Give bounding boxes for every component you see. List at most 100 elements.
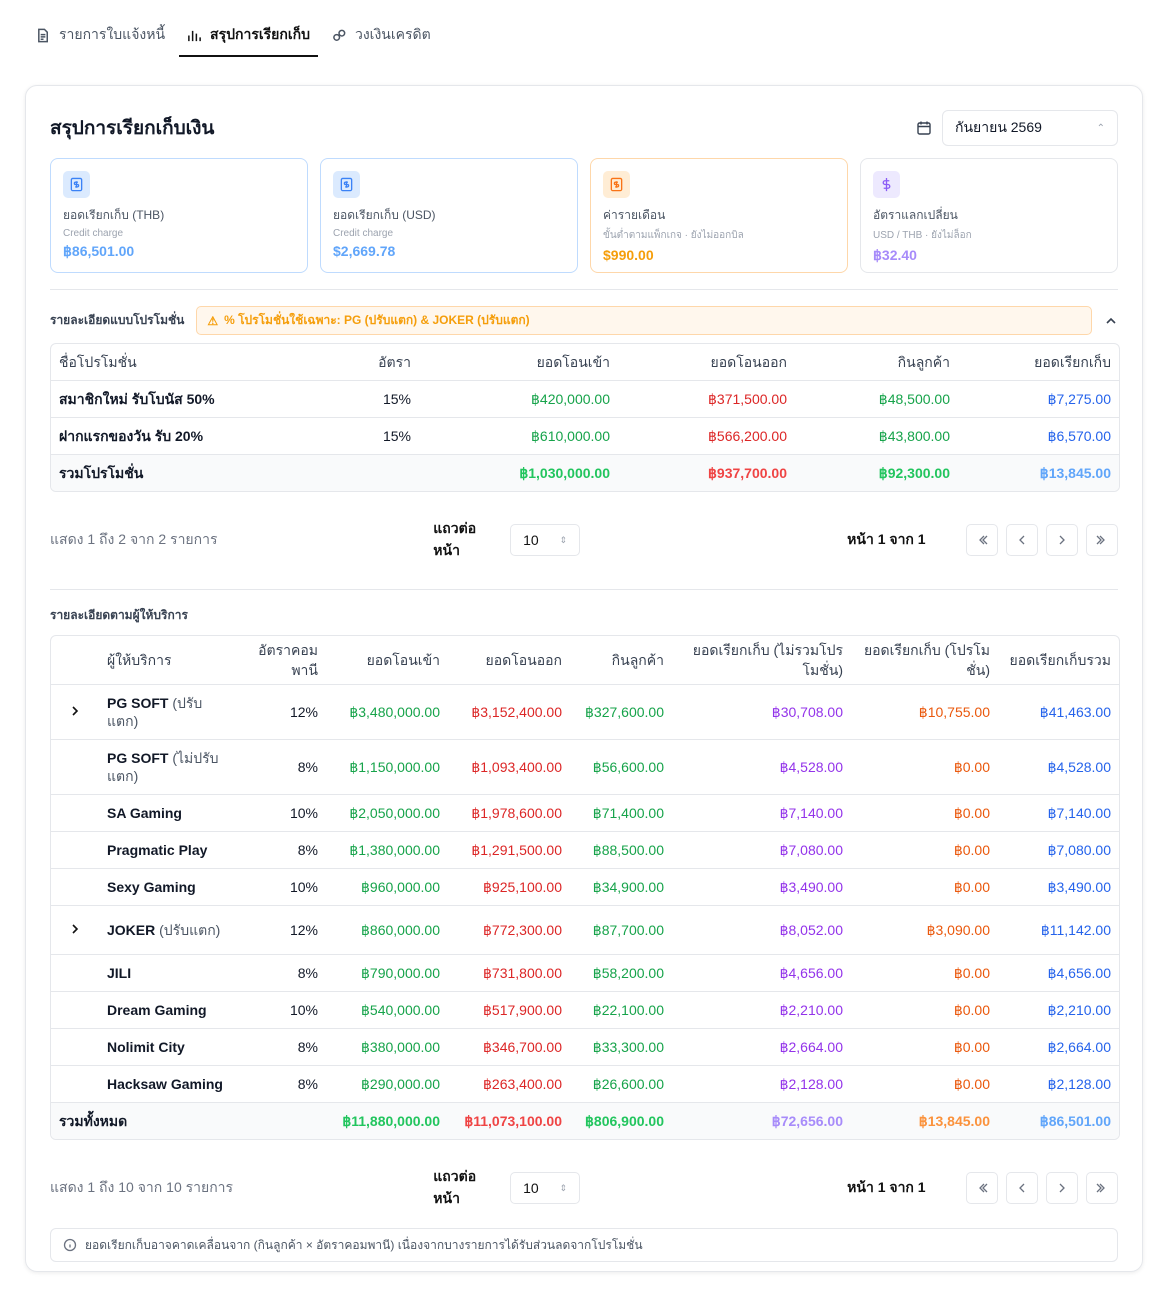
cell: ฿371,500.00 bbox=[618, 381, 795, 418]
cell: ฿6,570.00 bbox=[958, 418, 1119, 455]
name-cell: JILI bbox=[99, 955, 239, 992]
cell: ฿43,800.00 bbox=[795, 418, 958, 455]
rows-per-page-select[interactable]: 10 ⇕ bbox=[510, 524, 581, 556]
rows-per-page-value: 10 bbox=[523, 532, 539, 548]
calendar-icon bbox=[917, 121, 931, 135]
stat-card: ยอดเรียกเก็บ (USD) Credit charge $2,669.78 bbox=[320, 158, 578, 273]
expand-header bbox=[51, 636, 99, 685]
name-cell: Hacksaw Gaming bbox=[99, 1066, 239, 1103]
cell: ฿1,150,000.00 bbox=[326, 740, 448, 795]
cell: ฿327,600.00 bbox=[570, 685, 672, 740]
pagination: แสดง 1 ถึง 2 จาก 2 รายการ แถวต่อหน้า 10 ⇕ หน… bbox=[50, 520, 1118, 558]
expand-cell bbox=[51, 832, 99, 869]
card-header: สรุปการเรียกเก็บเงิน กันยายน 2569 ⌃ bbox=[50, 108, 1118, 148]
table-row: สมาชิกใหม่ รับโบนัส 50% 15% ฿420,000.00 ฿37… bbox=[51, 381, 1119, 418]
column-header: ผู้ให้บริการ bbox=[99, 636, 239, 685]
name-cell: Sexy Gaming bbox=[99, 869, 239, 906]
stat-value: $2,669.78 bbox=[333, 243, 396, 259]
cell: 12% bbox=[239, 906, 326, 955]
cell: ฿4,528.00 bbox=[998, 740, 1119, 795]
expand-button[interactable] bbox=[59, 704, 81, 720]
column-header: อัตราคอมพานี bbox=[239, 636, 326, 685]
page-button[interactable] bbox=[1046, 524, 1078, 556]
cell: ฿263,400.00 bbox=[448, 1066, 570, 1103]
cell: ฿380,000.00 bbox=[326, 1029, 448, 1066]
cell: 8% bbox=[239, 955, 326, 992]
page-button[interactable] bbox=[1006, 1172, 1038, 1204]
month-select[interactable]: กันยายน 2569 ⌃ bbox=[942, 110, 1118, 146]
expand-button[interactable] bbox=[59, 922, 81, 938]
cell: ฿2,210.00 bbox=[672, 992, 851, 1029]
tab[interactable]: วงเงินเครดิต bbox=[324, 16, 439, 57]
pagination: แสดง 1 ถึง 10 จาก 10 รายการ แถวต่อหน้า 10 ⇕… bbox=[50, 1168, 1118, 1206]
name: Nolimit City bbox=[107, 1039, 185, 1055]
page-button[interactable] bbox=[1086, 1172, 1118, 1204]
column-header: ยอดโอนออก bbox=[448, 636, 570, 685]
page-button[interactable] bbox=[1006, 524, 1038, 556]
cell: ฿3,480,000.00 bbox=[326, 685, 448, 740]
tab[interactable]: สรุปการเรียกเก็บ bbox=[179, 16, 318, 57]
tab-label: สรุปการเรียกเก็บ bbox=[210, 26, 310, 42]
page-button[interactable] bbox=[966, 524, 998, 556]
pager-summary: แสดง 1 ถึง 2 จาก 2 รายการ bbox=[50, 531, 218, 547]
name-note: (ปรับแตก) bbox=[159, 922, 221, 938]
tab-bar: รายการใบแจ้งหนี้ สรุปการเรียกเก็บ วงเงินเค… bbox=[28, 16, 439, 57]
stat-title: ยอดเรียกเก็บ (THB) bbox=[63, 208, 165, 222]
cell: ฿7,140.00 bbox=[672, 795, 851, 832]
cell: ฿925,100.00 bbox=[448, 869, 570, 906]
tab[interactable]: รายการใบแจ้งหนี้ bbox=[28, 16, 173, 57]
collapse-button[interactable] bbox=[1104, 314, 1118, 328]
column-header: ยอดโอนเข้า bbox=[326, 636, 448, 685]
expand-cell bbox=[51, 992, 99, 1029]
total-row: รวมทั้งหมด ฿11,880,000.00 ฿11,073,100.00 ฿8… bbox=[51, 1103, 1119, 1139]
column-header: ยอดเรียกเก็บ (ไม่รวมโปรโมชั่น) bbox=[672, 636, 851, 685]
name: JILI bbox=[107, 965, 132, 981]
cell: ฿0.00 bbox=[851, 1066, 998, 1103]
stat-title: อัตราแลกเปลี่ยน bbox=[873, 208, 958, 222]
column-header: ยอดโอนออก bbox=[618, 344, 795, 381]
rows-per-page-select[interactable]: 10 ⇕ bbox=[510, 1172, 581, 1204]
cell: ฿3,090.00 bbox=[851, 906, 998, 955]
table-row: JOKER (ปรับแตก) 12% ฿860,000.00 ฿772,300.00… bbox=[51, 906, 1119, 955]
column-header: อัตรา bbox=[321, 344, 419, 381]
stat-value: ฿86,501.00 bbox=[63, 243, 135, 259]
footnote-text: ยอดเรียกเก็บอาจคาดเคลื่อนจาก (กินลูกค้า … bbox=[85, 1237, 643, 1252]
stat-value: $990.00 bbox=[603, 247, 654, 263]
table-row: Nolimit City 8% ฿380,000.00 ฿346,700.00 ฿33,… bbox=[51, 1029, 1119, 1066]
cell: ฿41,463.00 bbox=[998, 685, 1119, 740]
page-button[interactable] bbox=[966, 1172, 998, 1204]
page-button[interactable] bbox=[1046, 1172, 1078, 1204]
cell: ฿7,080.00 bbox=[998, 832, 1119, 869]
table-row: Dream Gaming 10% ฿540,000.00 ฿517,900.00 ฿22… bbox=[51, 992, 1119, 1029]
cell: ฿87,700.00 bbox=[570, 906, 672, 955]
cell: ฿0.00 bbox=[851, 740, 998, 795]
expand-cell bbox=[51, 1066, 99, 1103]
cell: ฿0.00 bbox=[851, 992, 998, 1029]
name: PG SOFT bbox=[107, 750, 169, 766]
rows-per-page-value: 10 bbox=[523, 1180, 539, 1196]
cell: ฿7,275.00 bbox=[958, 381, 1119, 418]
cell: ฿3,152,400.00 bbox=[448, 685, 570, 740]
column-header: ยอดโอนเข้า bbox=[419, 344, 618, 381]
total-cell: ฿806,900.00 bbox=[570, 1103, 672, 1139]
page-button[interactable] bbox=[1086, 524, 1118, 556]
stat-subtitle: USD / THB · ยังไม่ล็อก bbox=[873, 230, 972, 241]
cell: ฿30,708.00 bbox=[672, 685, 851, 740]
cell: ฿71,400.00 bbox=[570, 795, 672, 832]
total-cell: ฿86,501.00 bbox=[998, 1103, 1119, 1139]
tab-icon bbox=[333, 29, 346, 41]
cell: 10% bbox=[239, 795, 326, 832]
expand-cell bbox=[51, 685, 99, 740]
column-header: ชื่อโปรโมชั่น bbox=[51, 344, 321, 381]
cell: ฿56,600.00 bbox=[570, 740, 672, 795]
cell: ฿0.00 bbox=[851, 869, 998, 906]
cell: ฿4,656.00 bbox=[672, 955, 851, 992]
summary-card: สรุปการเรียกเก็บเงิน กันยายน 2569 ⌃ ยอดเร… bbox=[25, 85, 1143, 1272]
name-note: (ไม่ปรับแตก) bbox=[107, 750, 219, 784]
page-indicator: หน้า 1 จาก 1 bbox=[847, 1179, 926, 1195]
total-cell: ฿1,030,000.00 bbox=[419, 455, 618, 491]
promo-header: รายละเอียดแบบโปรโมชั่น ⚠ % โปรโมชั่นใช้เฉ… bbox=[50, 289, 1118, 335]
cell: ฿1,291,500.00 bbox=[448, 832, 570, 869]
month-picker: กันยายน 2569 ⌃ bbox=[916, 110, 1118, 146]
name-cell: JOKER (ปรับแตก) bbox=[99, 906, 239, 955]
